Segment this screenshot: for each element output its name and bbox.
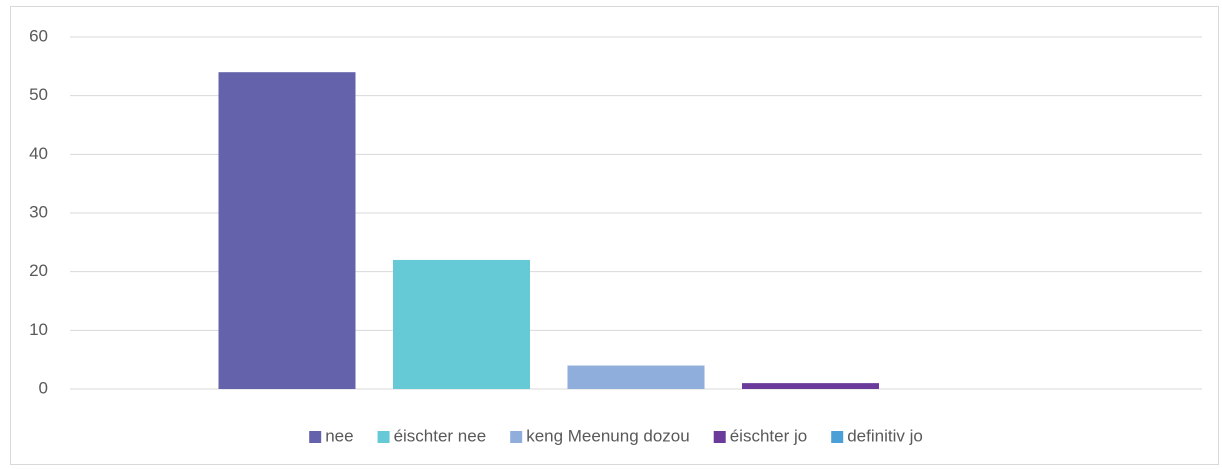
y-tick-label: 50: [29, 85, 48, 104]
legend-label: keng Meenung dozou: [526, 426, 690, 445]
legend-label: éischter nee: [394, 426, 487, 445]
chart-frame: [10, 6, 1219, 465]
y-tick-label: 60: [29, 26, 48, 45]
legend-swatch: [377, 431, 390, 443]
bar: [218, 72, 356, 389]
y-tick-label: 0: [39, 378, 48, 397]
legend-swatch: [831, 431, 844, 443]
legend-swatch: [713, 431, 726, 443]
legend-swatch: [510, 431, 523, 443]
y-tick-label: 40: [29, 144, 48, 163]
y-tick-label: 30: [29, 202, 48, 221]
bar: [567, 365, 705, 389]
y-tick-label: 20: [29, 261, 48, 280]
bar: [742, 383, 879, 389]
legend-label: nee: [325, 426, 353, 445]
legend-label: éischter jo: [730, 426, 807, 445]
legend-label: definitiv jo: [847, 426, 923, 445]
legend-swatch: [309, 431, 322, 443]
y-tick-label: 10: [29, 320, 48, 339]
bar: [393, 259, 530, 389]
